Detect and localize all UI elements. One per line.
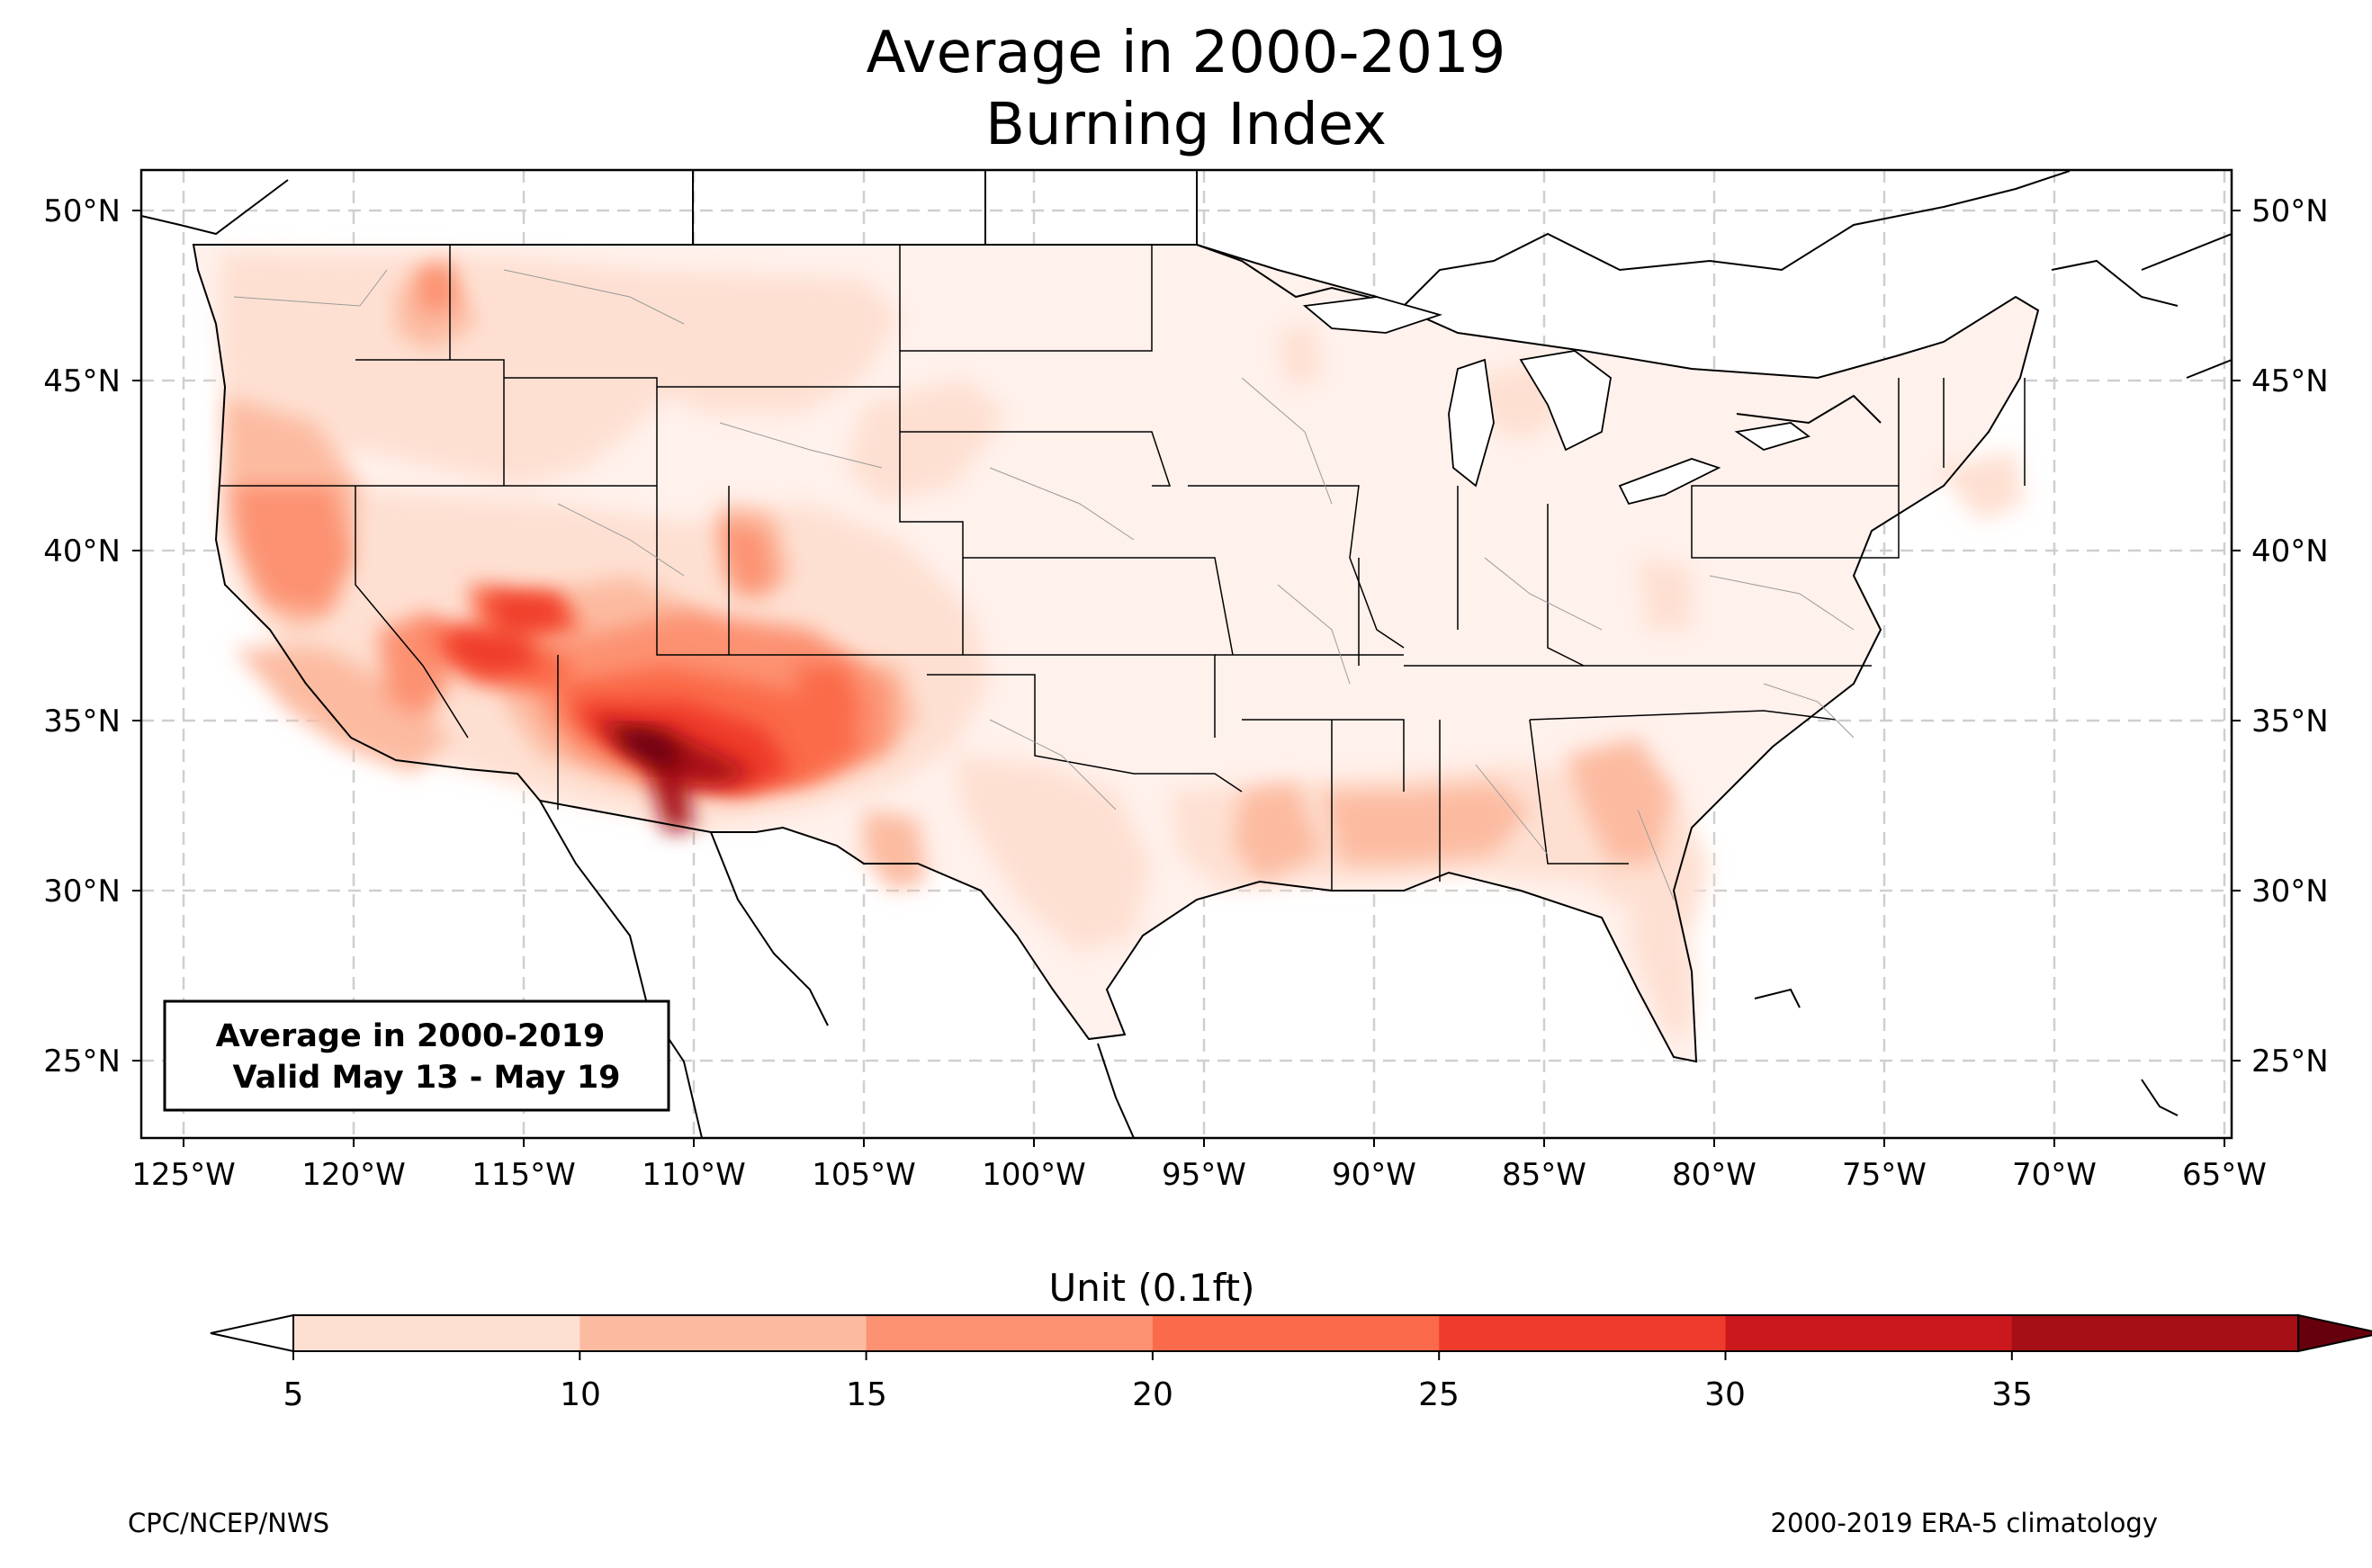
colorbar-tick: 20 [1132, 1376, 1173, 1413]
colorbar-ticks: 5 10 15 20 25 30 35 [283, 1376, 2033, 1413]
colorbar-segments [210, 1313, 2372, 1360]
lat-labels-right: 50°N 45°N 40°N 35°N 30°N 25°N [2251, 193, 2329, 1080]
lon-label: 70°W [2012, 1157, 2097, 1193]
lat-label: 40°N [2251, 533, 2329, 569]
lat-label: 50°N [43, 193, 121, 229]
contour-over-35 [612, 729, 684, 769]
footer-credit: CPC/NCEP/NWS [128, 1508, 330, 1538]
county-lines [233, 269, 1855, 900]
lat-label: 25°N [43, 1044, 121, 1080]
lon-label: 85°W [1502, 1157, 1586, 1193]
colorbar-segment [2011, 1315, 2299, 1351]
lat-label: 50°N [2251, 193, 2329, 229]
lon-labels: 125°W 120°W 115°W 110°W 105°W 100°W 95°W… [131, 1157, 2267, 1193]
colorbar-segment [866, 1315, 1154, 1351]
lon-label: 65°W [2182, 1157, 2267, 1193]
map-area: Average in 2000-2019 Valid May 13 - May … [141, 170, 2232, 1138]
colorbar-segment [1152, 1315, 1440, 1351]
map-frame [139, 168, 2233, 1140]
colorbar-segment [580, 1315, 867, 1351]
lon-label: 75°W [1842, 1157, 1927, 1193]
lon-label: 115°W [472, 1157, 576, 1193]
lat-label: 45°N [43, 363, 121, 399]
lat-label: 30°N [2251, 874, 2329, 909]
colorbar-tick: 10 [560, 1376, 601, 1413]
colorbar-tick: 15 [846, 1376, 887, 1413]
coastlines-borders [141, 170, 2232, 1138]
map-title-line2: Burning Index [985, 92, 1387, 158]
colorbar-label: Unit (0.1ft) [1049, 1266, 1255, 1310]
axis-tickmarks [132, 210, 2241, 1147]
colorbar-tick: 5 [283, 1376, 304, 1413]
lat-labels-left: 50°N 45°N 40°N 35°N 30°N 25°N [43, 193, 121, 1080]
lon-label: 80°W [1672, 1157, 1757, 1193]
lat-label: 25°N [2251, 1044, 2329, 1080]
colorbar-segment [1725, 1315, 2013, 1351]
colorbar-over-arrow [2297, 1313, 2372, 1353]
lat-label: 35°N [43, 703, 121, 739]
lat-label: 30°N [43, 874, 121, 909]
info-box-line2: Valid May 13 - May 19 [232, 1060, 620, 1096]
colorbar-tick: 30 [1704, 1376, 1746, 1413]
lon-label: 110°W [642, 1157, 746, 1193]
colorbar-segment [293, 1315, 580, 1351]
great-lakes [1302, 296, 1810, 506]
lat-label: 35°N [2251, 703, 2329, 739]
footer-source: 2000-2019 ERA-5 climatology [1770, 1508, 2158, 1538]
lon-label: 100°W [982, 1157, 1086, 1193]
colorbar-under-arrow [210, 1313, 294, 1353]
lat-label: 45°N [2251, 363, 2329, 399]
colorbar: Unit (0.1ft) 5 10 15 20 25 30 35 [210, 1266, 2372, 1413]
colorbar-segment [1439, 1315, 1726, 1351]
lon-label: 105°W [812, 1157, 916, 1193]
state-borders [220, 245, 2026, 891]
lat-label: 40°N [43, 533, 121, 569]
lon-label: 120°W [301, 1157, 406, 1193]
info-box: Average in 2000-2019 Valid May 13 - May … [163, 999, 670, 1112]
map-title-line1: Average in 2000-2019 [866, 20, 1506, 86]
info-box-line1: Average in 2000-2019 [216, 1018, 606, 1054]
colorbar-tick: 25 [1418, 1376, 1460, 1413]
colorbar-tick: 35 [1991, 1376, 2033, 1413]
lon-label: 90°W [1332, 1157, 1416, 1193]
colorbar-frame [292, 1314, 2300, 1352]
lon-label: 125°W [131, 1157, 236, 1193]
lon-label: 95°W [1162, 1157, 1246, 1193]
